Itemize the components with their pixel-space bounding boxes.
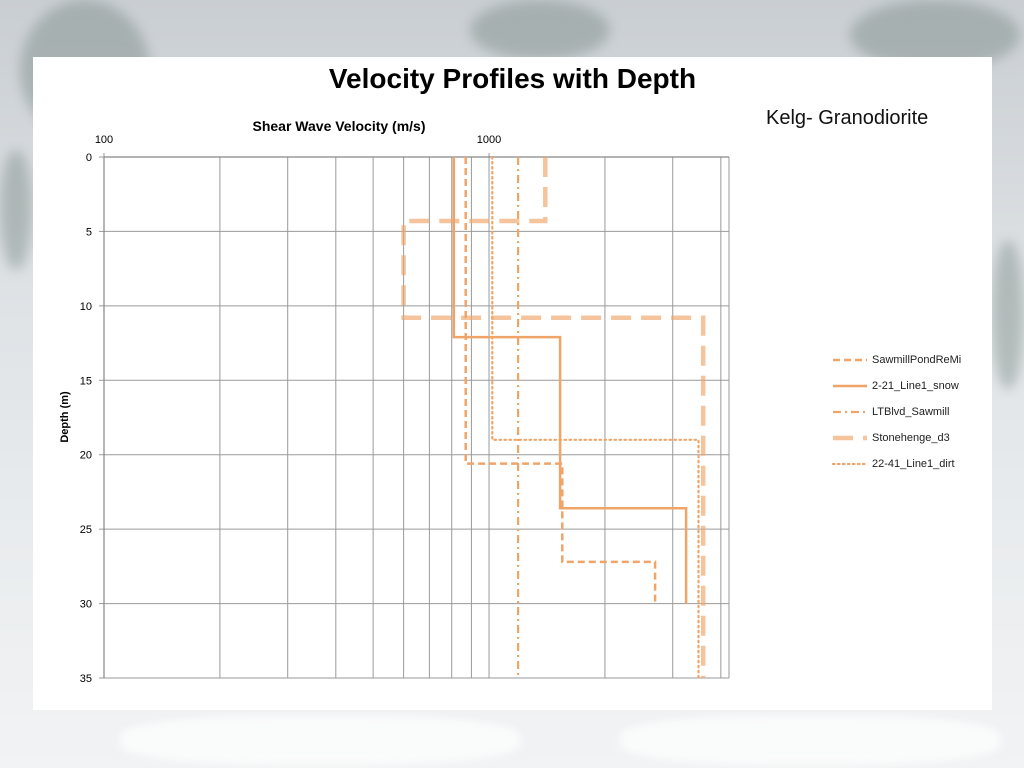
x-axis-label: Shear Wave Velocity (m/s) <box>253 118 426 134</box>
series-line-sawmillpondremi <box>464 157 657 604</box>
legend-label: Stonehenge_d3 <box>872 432 950 444</box>
legend-label: 22-41_Line1_dirt <box>872 458 955 470</box>
slide-subtitle: Kelg- Granodiorite <box>766 107 929 129</box>
series-line-2-21-line1-snow <box>452 157 688 604</box>
velocity-chart: Shear Wave Velocity (m/s) Depth (m) 0 5 10… <box>59 118 730 685</box>
legend-item-ltblvd-sawmill: LTBlvd_Sawmill <box>831 399 961 425</box>
slide-title: Velocity Profiles with Depth <box>328 63 697 94</box>
series-line-22-41-line1-dirt <box>491 155 700 680</box>
chart-legend: SawmillPondReMi 2-21_Line1_snow LTBlvd_Saw… <box>831 347 961 477</box>
y-tick-label: 0 <box>86 152 92 164</box>
legend-item-stonehenge-d3: Stonehenge_d3 <box>831 425 961 451</box>
legend-swatch <box>833 410 867 414</box>
y-tick-label: 5 <box>86 226 92 238</box>
legend-label: 2-21_Line1_snow <box>872 380 959 392</box>
legend-item-2-21-line1-snow: 2-21_Line1_snow <box>831 373 961 399</box>
x-tick-label: 100 <box>95 134 113 146</box>
legend-swatch <box>831 462 869 466</box>
legend-swatch <box>833 384 867 388</box>
chart-labels: Shear Wave Velocity (m/s) Depth (m) 0 5 10… <box>59 118 501 685</box>
legend-item-sawmillpondremi: SawmillPondReMi <box>831 347 961 373</box>
y-tick-label: 30 <box>80 599 92 611</box>
legend-swatch <box>833 358 867 362</box>
legend-label: SawmillPondReMi <box>872 354 962 366</box>
series-line-stonehenge-d3 <box>401 157 706 678</box>
y-tick-label: 10 <box>80 301 92 313</box>
legend-item-22-41-line1-dirt: 22-41_Line1_dirt <box>831 451 961 477</box>
x-tick-label: 1000 <box>477 134 501 146</box>
y-axis-label: Depth (m) <box>59 391 71 443</box>
y-tick-label: 15 <box>80 375 92 387</box>
chart-grid <box>99 153 730 679</box>
y-tick-label: 20 <box>80 450 92 462</box>
legend-label: LTBlvd_Sawmill <box>872 406 950 418</box>
y-tick-label: 25 <box>80 524 92 536</box>
chart-series <box>401 155 706 680</box>
legend-swatch <box>833 435 867 441</box>
y-tick-label: 35 <box>80 673 92 685</box>
slide: Velocity Profiles with Depth Kelg- Grano… <box>33 57 992 710</box>
